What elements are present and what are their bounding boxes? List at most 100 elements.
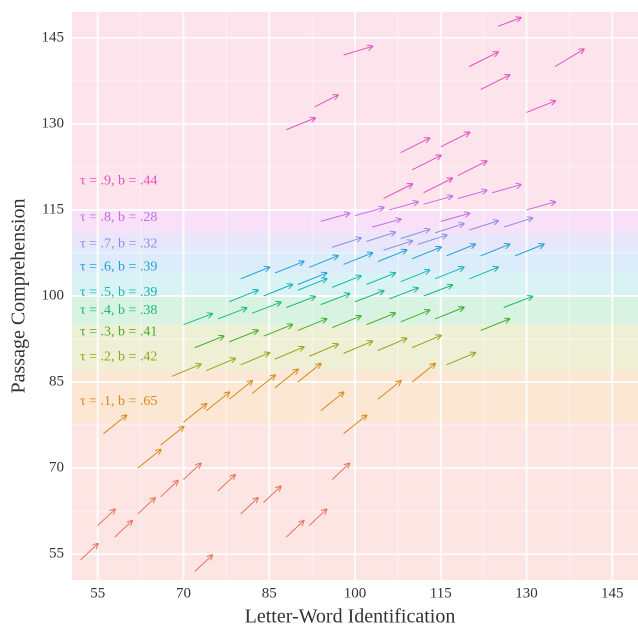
arrow: [400, 310, 430, 323]
arrow: [263, 486, 281, 503]
arrow: [331, 238, 361, 248]
arrow: [389, 202, 418, 211]
arrow: [440, 132, 470, 148]
y-tick-label: 100: [42, 287, 65, 303]
arrow: [217, 475, 235, 492]
arrow: [183, 314, 212, 326]
arrow: [160, 427, 184, 446]
arrow: [354, 291, 384, 303]
arrow: [263, 285, 293, 297]
y-tick-label: 55: [49, 546, 64, 562]
y-axis-label: Passage Comprehension: [8, 199, 30, 394]
annotation: τ = .9, b = .44: [80, 173, 157, 188]
arrow: [372, 219, 401, 228]
arrow: [103, 415, 126, 435]
x-tick-label: 70: [176, 585, 191, 601]
arrow: [343, 46, 373, 56]
arrow: [480, 319, 510, 331]
arrow: [526, 202, 556, 211]
x-axis-label: Letter-Word Identification: [245, 606, 456, 628]
arrow: [137, 498, 155, 515]
arrow: [240, 267, 270, 280]
arrow: [411, 336, 441, 349]
x-tick-label: 130: [515, 585, 538, 601]
y-tick-label: 145: [42, 29, 65, 45]
arrow: [446, 353, 475, 366]
arrow: [377, 381, 401, 400]
arrow: [411, 155, 441, 171]
annotation: τ = .3, b = .41: [80, 324, 157, 339]
annotation: τ = .4, b = .38: [80, 303, 157, 318]
arrow: [251, 302, 281, 314]
arrow: [286, 118, 315, 131]
annotation: τ = .6, b = .39: [80, 260, 157, 275]
arrow: [309, 344, 338, 357]
arrow: [314, 95, 338, 108]
arrow: [217, 308, 247, 320]
arrow: [80, 544, 98, 561]
y-tick-label: 115: [42, 201, 64, 217]
arrow: [320, 392, 344, 412]
arrow: [309, 256, 338, 268]
arrow: [229, 290, 258, 303]
arrow: [331, 316, 361, 329]
arrow: [480, 75, 510, 90]
arrow: [440, 213, 470, 222]
arrow: [331, 276, 361, 288]
arrow: [183, 404, 206, 423]
arrow: [229, 330, 258, 343]
arrow: [480, 244, 510, 257]
x-tick-label: 100: [344, 585, 367, 601]
arrow: [423, 285, 453, 297]
arrow: [228, 381, 252, 400]
arrow: [554, 49, 584, 67]
arrow: [469, 52, 498, 67]
arrow: [297, 273, 327, 285]
arrow: [457, 190, 487, 199]
arrow: [206, 359, 235, 372]
arrow: [274, 262, 304, 274]
arrow: [114, 521, 132, 538]
arrow: [469, 267, 498, 280]
arrow: [400, 229, 430, 240]
arrow: [377, 250, 407, 263]
arrow: [343, 415, 367, 435]
arrow: [263, 325, 293, 337]
arrow: [526, 101, 556, 113]
arrow: [160, 481, 178, 498]
arrow: [194, 336, 224, 349]
arrow: [331, 464, 349, 480]
x-tick-label: 55: [90, 585, 105, 601]
arrow: [417, 235, 447, 245]
annotation: τ = .2, b = .42: [80, 350, 157, 365]
arrow: [320, 294, 350, 306]
arrow: [400, 138, 430, 154]
arrow: [297, 279, 327, 291]
arrow: [343, 253, 373, 265]
annotation: τ = .7, b = .32: [80, 237, 157, 252]
arrow: [297, 319, 327, 331]
y-tick-label: 130: [42, 115, 65, 131]
arrow: [251, 375, 275, 394]
arrow: [446, 244, 475, 257]
arrow: [286, 521, 303, 538]
annotation: τ = .8, b = .28: [80, 210, 157, 225]
arrow: [503, 218, 533, 228]
arrow: [320, 213, 350, 222]
arrow: [343, 341, 373, 354]
arrow: [171, 364, 201, 377]
arrow: [400, 270, 430, 283]
arrow: [240, 498, 258, 515]
arrow: [274, 347, 304, 360]
arrow: [308, 509, 326, 526]
annotation: τ = .1, b = .65: [80, 394, 157, 409]
arrow: [97, 509, 115, 526]
x-tick-label: 145: [601, 585, 624, 601]
arrow: [366, 232, 395, 242]
arrow: [366, 313, 395, 326]
arrow: [354, 208, 384, 217]
arrow: [383, 184, 413, 199]
arrow: [240, 353, 270, 366]
arrow: [377, 338, 407, 351]
